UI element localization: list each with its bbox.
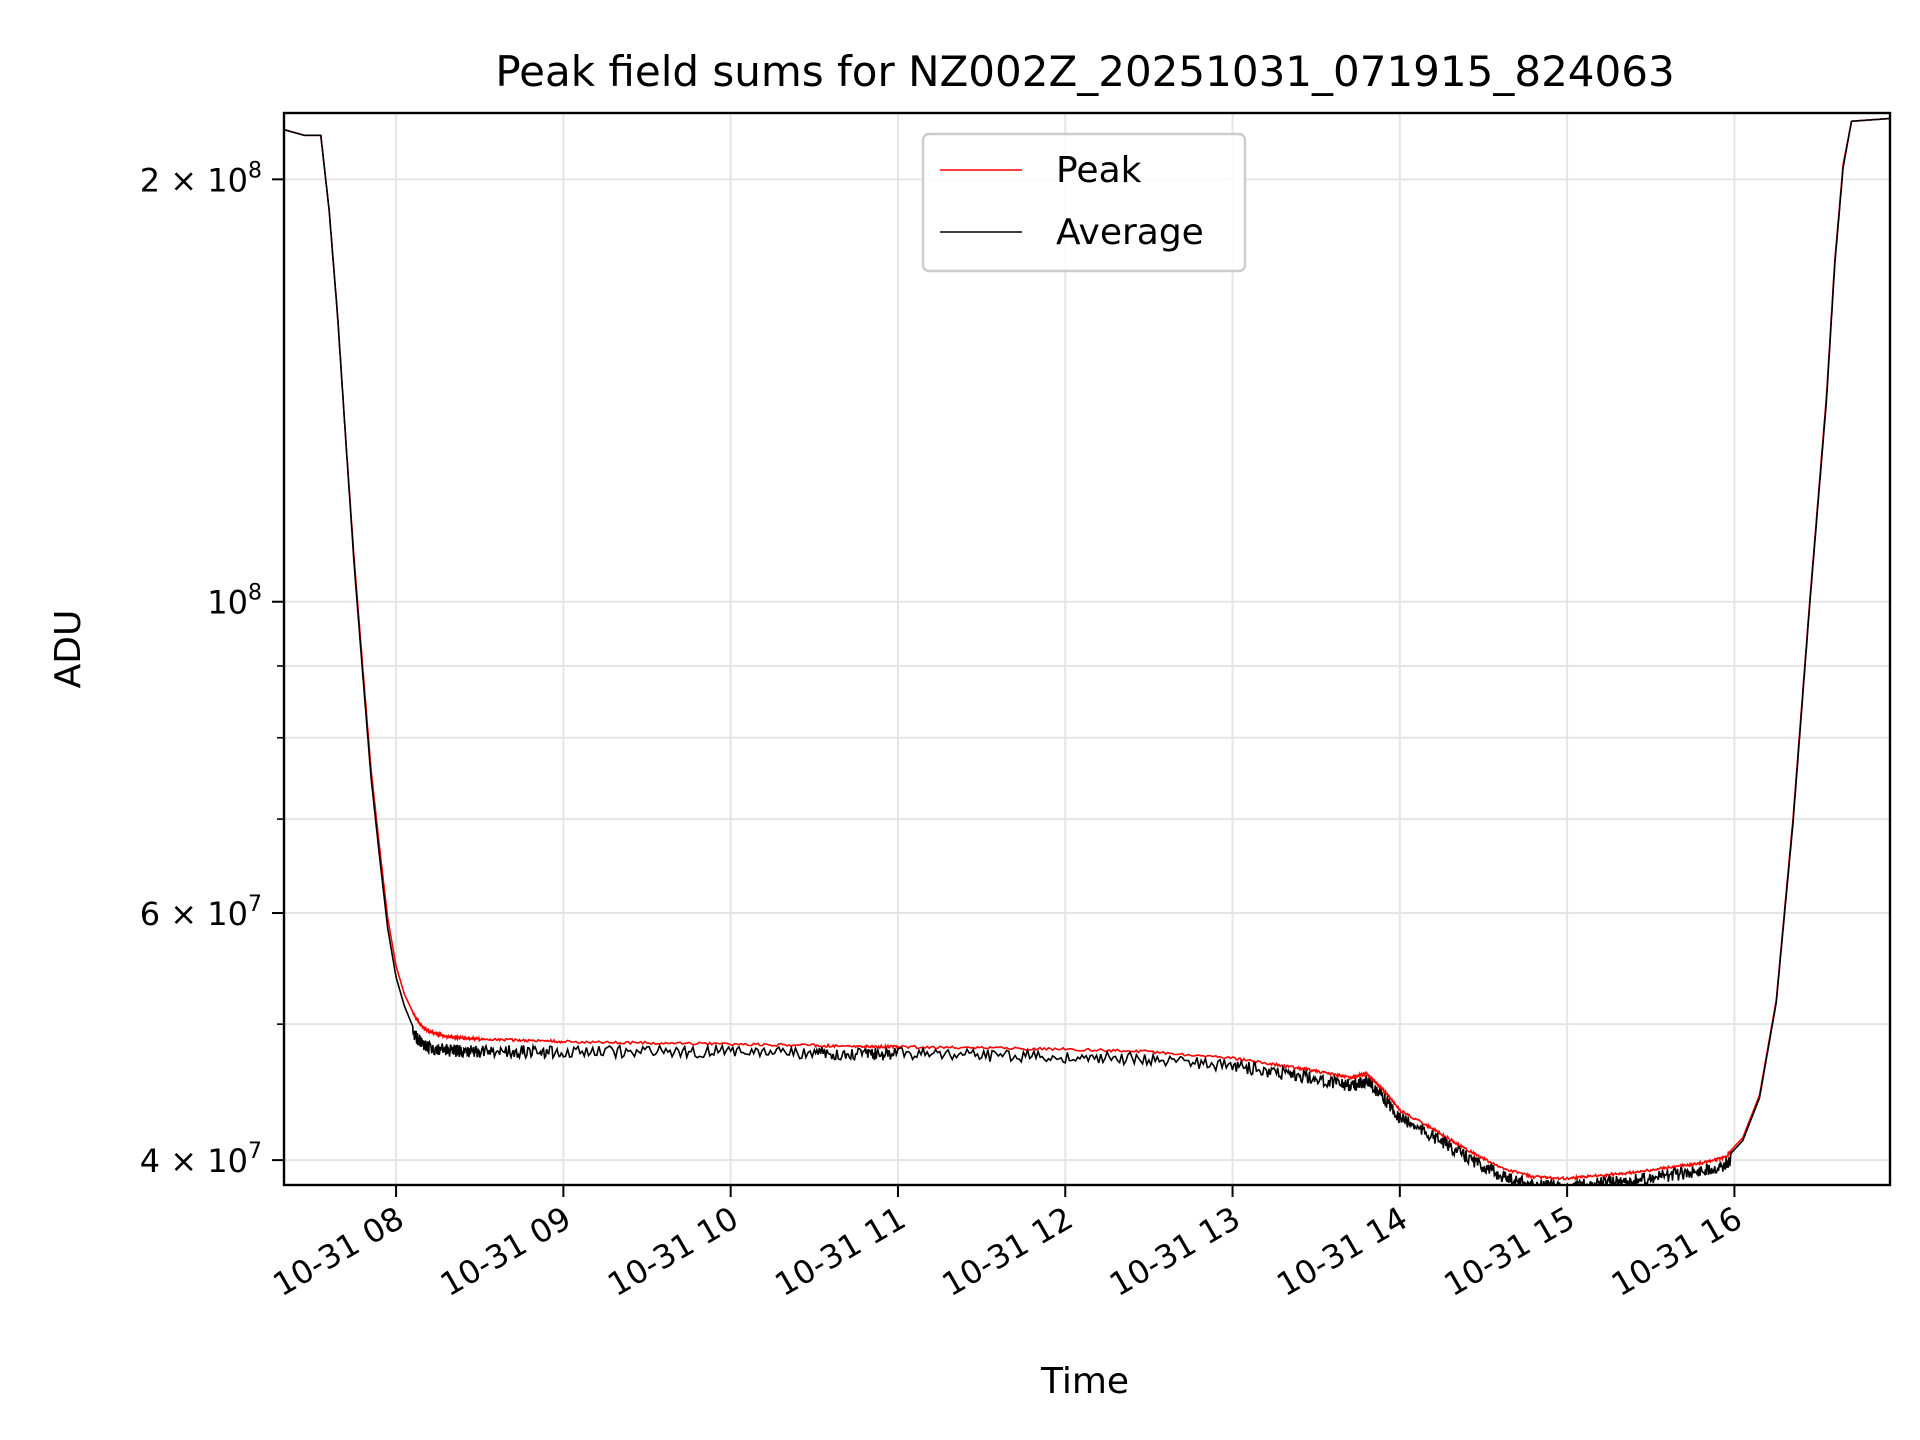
x-tick-label: 10-31 13 <box>1103 1199 1247 1304</box>
legend-label-peak: Peak <box>1056 150 1142 191</box>
x-tick-label: 10-31 12 <box>936 1199 1080 1304</box>
x-tick-label: 10-31 10 <box>601 1199 745 1304</box>
plot-frame <box>282 111 1892 1187</box>
x-axis-label: Time <box>1040 1361 1129 1402</box>
legend-box <box>921 132 1247 273</box>
series-layer <box>284 117 1890 1185</box>
x-tick-label: 10-31 08 <box>266 1199 410 1304</box>
x-tick-label: 10-31 11 <box>768 1199 912 1304</box>
y-tick-label: 108 <box>207 581 262 622</box>
legend-label-average: Average <box>1056 212 1204 253</box>
x-tick-label: 10-31 09 <box>434 1199 578 1304</box>
grid-layer <box>284 113 1890 1185</box>
x-tick-label: 10-31 14 <box>1270 1199 1414 1304</box>
x-tick-label: 10-31 15 <box>1438 1199 1582 1304</box>
x-tick-label: 10-31 16 <box>1605 1199 1749 1304</box>
series-average-line <box>284 117 1890 1185</box>
y-tick-label: 6 × 107 <box>140 892 262 933</box>
chart-title: Peak field sums for NZ002Z_20251031_0719… <box>495 47 1674 96</box>
series-peak-line <box>284 117 1890 1182</box>
y-tick-label: 4 × 107 <box>140 1139 262 1180</box>
y-axis-label: ADU <box>48 610 89 689</box>
legend: Peak Average <box>921 132 1247 273</box>
tick-layer: 10-31 08 10-31 09 10-31 10 10-31 11 10-31 12… <box>140 158 1749 1304</box>
y-tick-label: 2 × 108 <box>140 158 262 199</box>
